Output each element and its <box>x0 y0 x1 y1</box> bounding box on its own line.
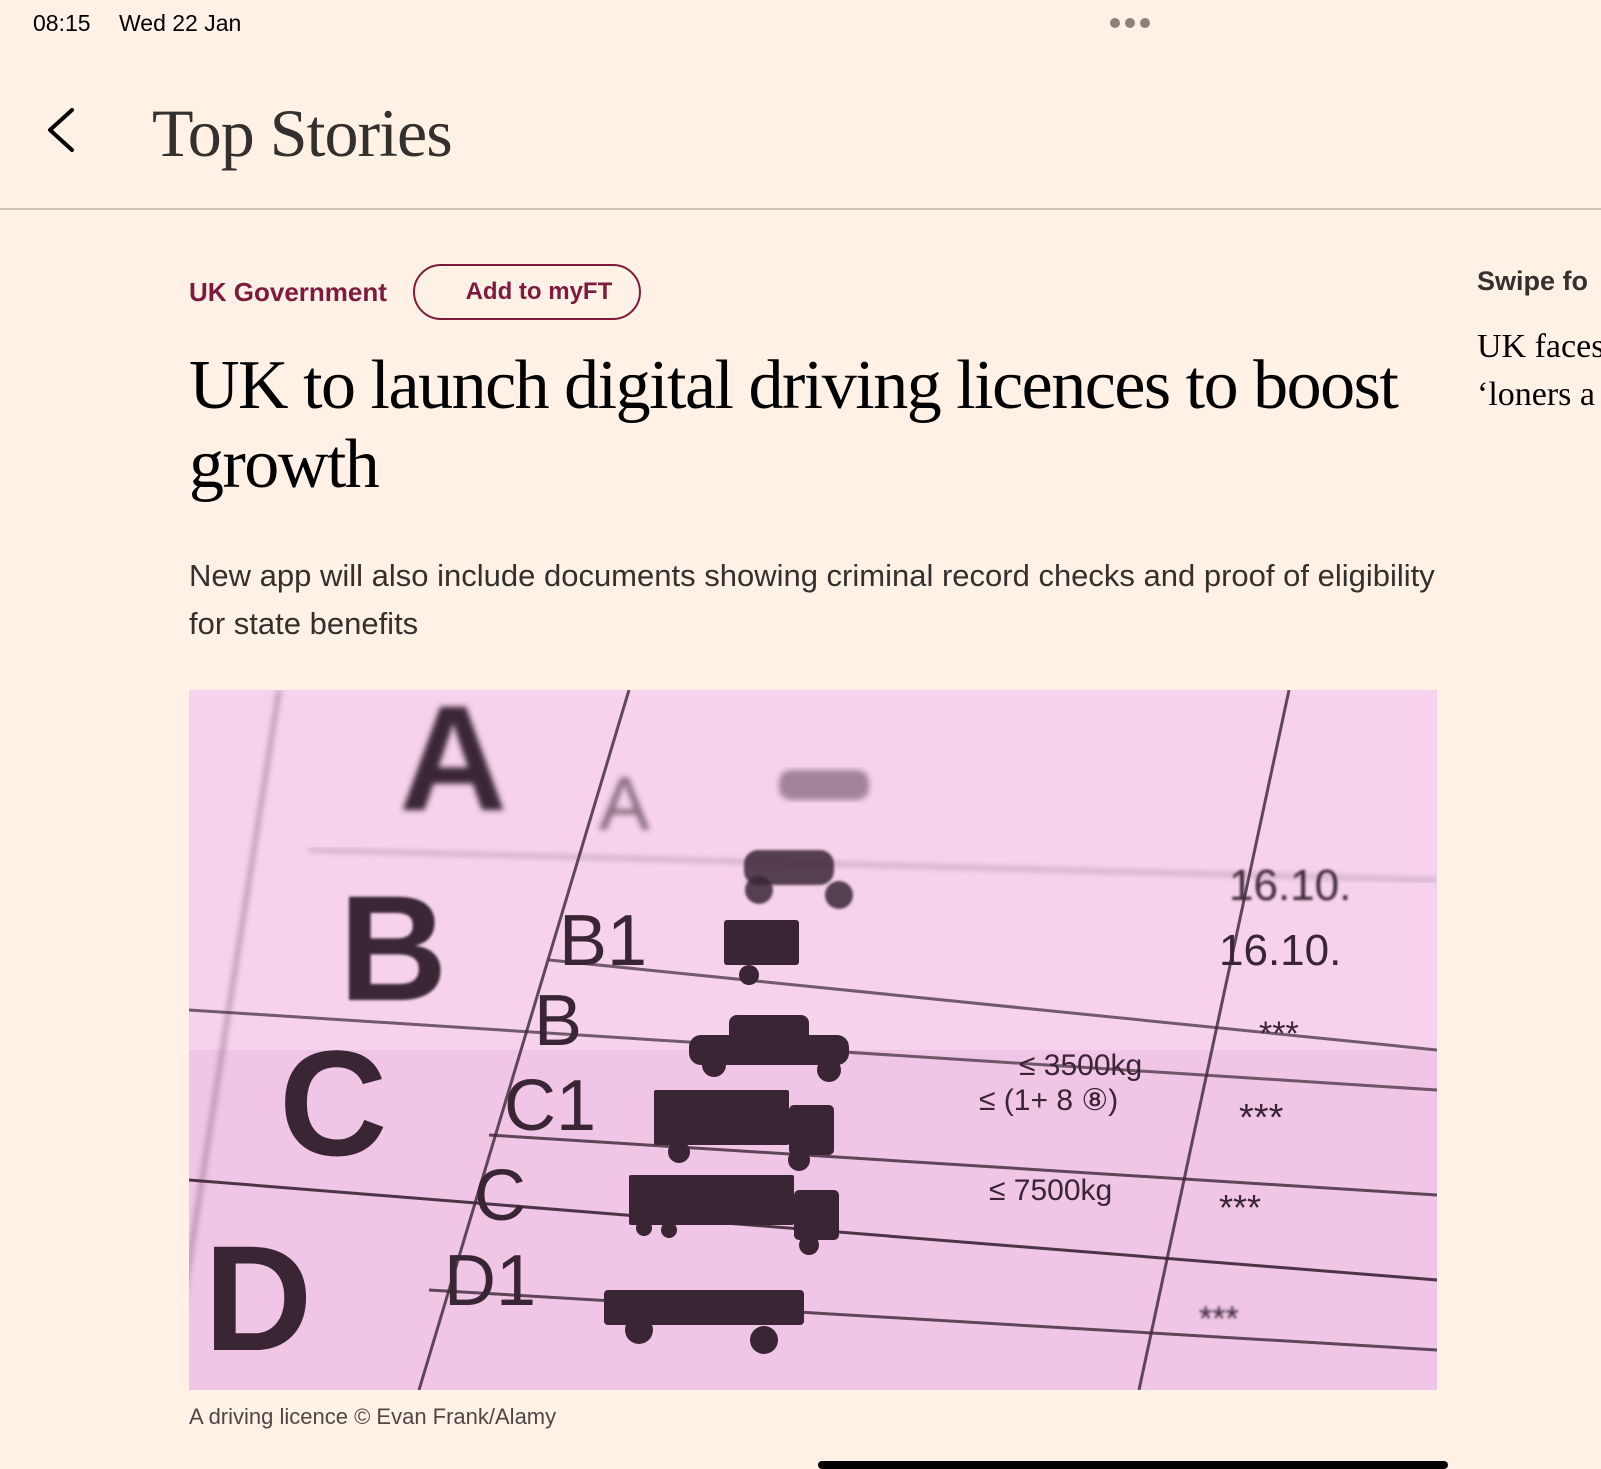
add-to-myft-button[interactable]: Add to myFT <box>412 264 641 320</box>
multitasking-dots-icon[interactable] <box>1110 18 1150 28</box>
page-title: Top Stories <box>152 95 453 171</box>
hero-image[interactable]: A B C D A B1 B C1 C D1 16.10. 16.10. ≤ 3… <box>189 690 1437 1390</box>
svg-text:A: A <box>399 690 507 842</box>
next-story-peek[interactable]: Swipe fo UK faces ‘loners a <box>1477 262 1601 419</box>
svg-text:≤ 7500kg: ≤ 7500kg <box>989 1174 1112 1207</box>
driving-licence-photo: A B C D A B1 B C1 C D1 16.10. 16.10. ≤ 3… <box>189 690 1437 1390</box>
status-date: Wed 22 Jan <box>119 10 242 36</box>
svg-text:***: *** <box>1219 1187 1261 1228</box>
svg-text:≤ 3500kg: ≤ 3500kg <box>1019 1049 1142 1082</box>
svg-text:***: *** <box>1199 1300 1239 1338</box>
topic-link[interactable]: UK Government <box>189 276 387 307</box>
headline: UK to launch digital driving licences to… <box>189 347 1399 503</box>
status-bar: 08:15 Wed 22 Jan <box>0 0 1601 46</box>
article: UK Government Add to myFT UK to launch d… <box>189 262 1439 1430</box>
topic-row: UK Government Add to myFT <box>189 262 1439 322</box>
next-story-title-line1: UK faces <box>1477 328 1601 365</box>
svg-text:B1: B1 <box>559 901 647 981</box>
home-indicator[interactable] <box>818 1461 1448 1469</box>
svg-text:C: C <box>279 1019 387 1187</box>
svg-text:***: *** <box>1239 1097 1284 1139</box>
svg-text:A: A <box>599 762 650 847</box>
svg-text:16.10.: 16.10. <box>1219 926 1341 975</box>
nav-bar: Top Stories <box>0 46 1601 210</box>
image-caption: A driving licence © Evan Frank/Alamy <box>189 1404 557 1429</box>
standfirst: New app will also include documents show… <box>189 558 1435 641</box>
svg-text:16.10.: 16.10. <box>1229 861 1351 910</box>
svg-text:B: B <box>339 864 447 1032</box>
svg-text:D1: D1 <box>444 1241 536 1321</box>
svg-text:≤ (1+ 8 ⑧): ≤ (1+ 8 ⑧) <box>979 1084 1118 1117</box>
next-story-title: UK faces ‘loners a <box>1477 323 1601 419</box>
svg-text:B: B <box>534 981 582 1061</box>
svg-text:C: C <box>474 1156 526 1236</box>
svg-text:***: *** <box>1259 1015 1299 1053</box>
svg-text:D: D <box>204 1214 312 1382</box>
chevron-left-icon <box>48 108 74 152</box>
swipe-label: Swipe fo <box>1477 266 1589 296</box>
next-story-title-line2: ‘loners a <box>1477 376 1596 413</box>
back-button[interactable] <box>40 102 90 162</box>
svg-text:C1: C1 <box>504 1066 596 1146</box>
status-time: 08:15 <box>33 10 91 36</box>
